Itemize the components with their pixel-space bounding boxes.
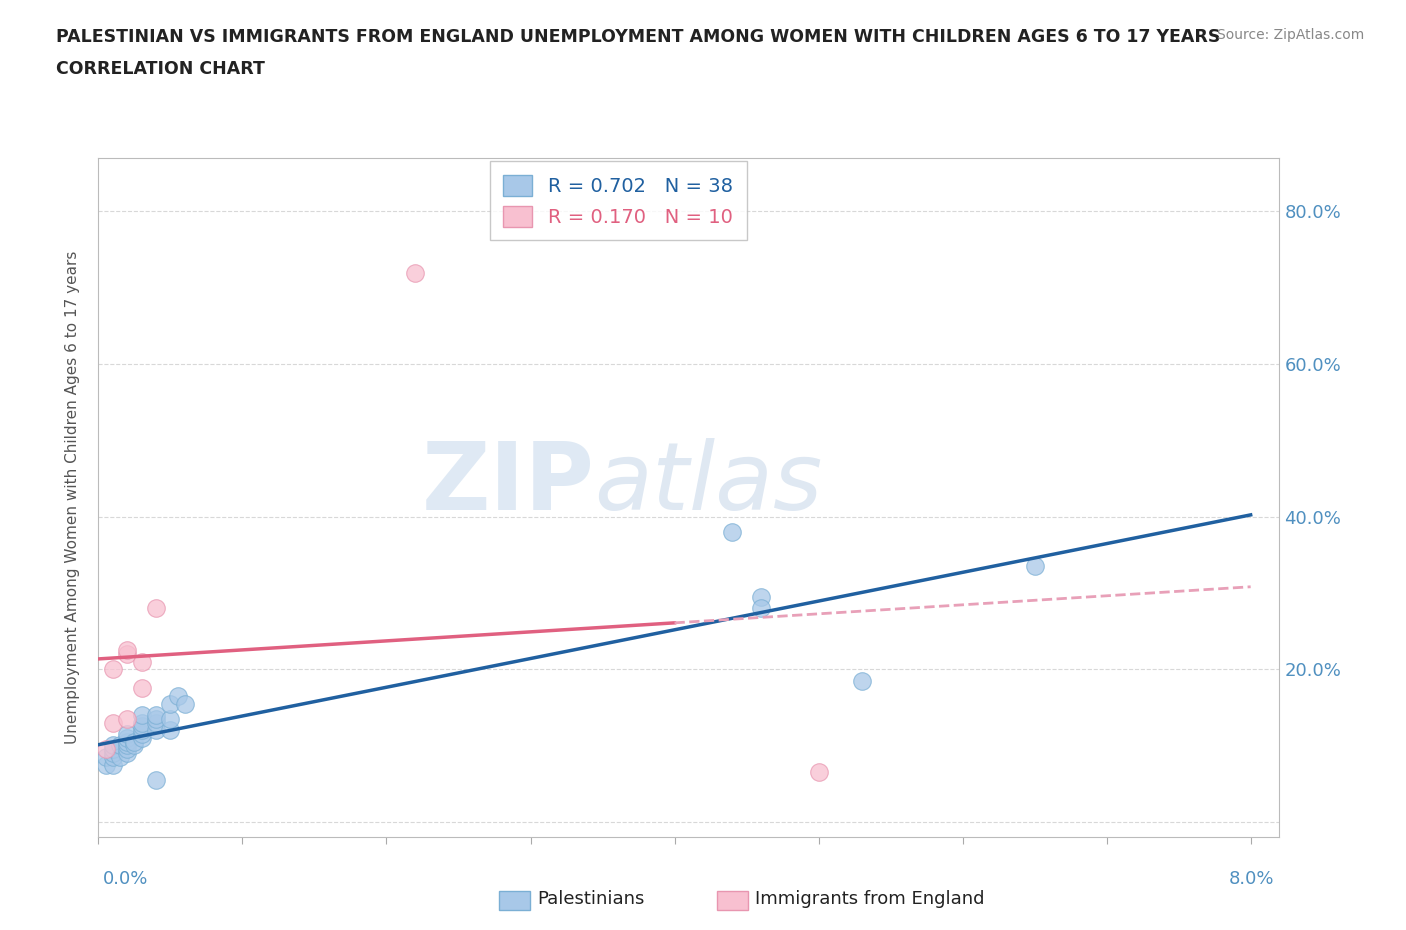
Text: PALESTINIAN VS IMMIGRANTS FROM ENGLAND UNEMPLOYMENT AMONG WOMEN WITH CHILDREN AG: PALESTINIAN VS IMMIGRANTS FROM ENGLAND U… [56, 28, 1220, 46]
Point [131, 730, 153, 745]
Point [101, 757, 124, 772]
Point [115, 746, 138, 761]
Point [721, 525, 744, 539]
Point [101, 746, 124, 761]
Point [115, 726, 138, 741]
Point [101, 738, 124, 753]
Point [1024, 559, 1046, 574]
Point [166, 688, 188, 703]
Point [115, 730, 138, 745]
Text: 0.0%: 0.0% [103, 870, 148, 887]
Point [404, 265, 426, 280]
Y-axis label: Unemployment Among Women with Children Ages 6 to 17 years: Unemployment Among Women with Children A… [65, 251, 80, 744]
Point [115, 646, 138, 661]
Point [101, 742, 124, 757]
Point [131, 654, 153, 669]
Point [131, 715, 153, 730]
Text: CORRELATION CHART: CORRELATION CHART [56, 60, 266, 78]
Point [145, 708, 167, 723]
Point [94, 757, 117, 772]
Point [94, 742, 117, 757]
Point [145, 601, 167, 616]
Point [124, 734, 146, 749]
Point [159, 723, 181, 737]
Text: 8.0%: 8.0% [1229, 870, 1274, 887]
Point [131, 726, 153, 741]
Text: Immigrants from England: Immigrants from England [755, 890, 984, 909]
Point [101, 750, 124, 764]
Point [115, 711, 138, 726]
Point [131, 681, 153, 696]
Point [131, 723, 153, 737]
Point [131, 708, 153, 723]
Point [749, 601, 772, 616]
Point [124, 738, 146, 753]
Point [115, 742, 138, 757]
Text: ZIP: ZIP [422, 438, 595, 530]
Text: Source: ZipAtlas.com: Source: ZipAtlas.com [1216, 28, 1364, 42]
Point [159, 711, 181, 726]
Point [145, 711, 167, 726]
Point [851, 673, 873, 688]
Point [108, 738, 131, 753]
Point [131, 719, 153, 734]
Point [145, 715, 167, 730]
Point [159, 696, 181, 711]
Point [807, 764, 830, 779]
Legend: R = 0.702   N = 38, R = 0.170   N = 10: R = 0.702 N = 38, R = 0.170 N = 10 [489, 161, 747, 240]
Point [115, 734, 138, 749]
Text: atlas: atlas [595, 438, 823, 529]
Point [101, 715, 124, 730]
Point [173, 696, 195, 711]
Point [115, 738, 138, 753]
Text: Palestinians: Palestinians [537, 890, 644, 909]
Point [94, 750, 117, 764]
Point [145, 723, 167, 737]
Point [101, 662, 124, 677]
Point [115, 643, 138, 658]
Point [108, 750, 131, 764]
Point [145, 772, 167, 787]
Point [749, 590, 772, 604]
